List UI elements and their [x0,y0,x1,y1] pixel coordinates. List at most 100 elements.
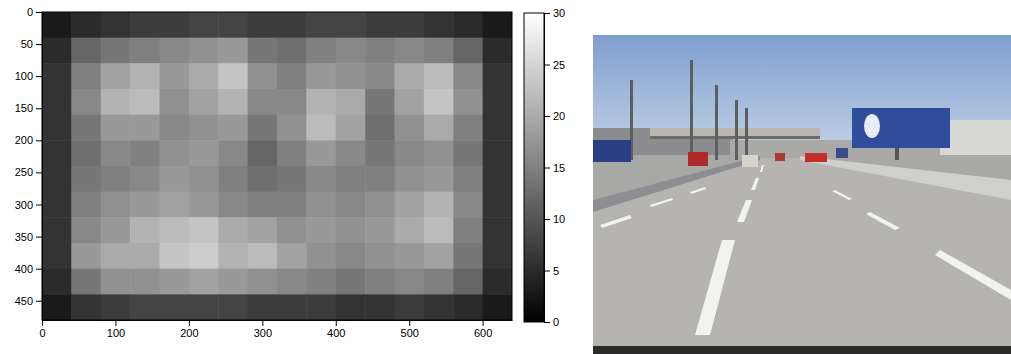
heatmap-cell [483,294,512,320]
heatmap-cell [71,89,101,115]
heatmap-cell [306,243,336,269]
lane-marking [650,198,673,207]
y-tick-label: 0 [27,6,33,18]
colorbar [524,13,544,322]
car [775,153,785,161]
heatmap-cell [336,140,366,166]
x-tick-label: 100 [107,327,125,339]
heatmap-cell [306,38,336,64]
x-tick: 200 [180,320,198,339]
heatmap-cell [248,63,278,89]
heatmap-cell [277,217,307,243]
x-tick-label: 300 [254,327,272,339]
y-tick-mark [36,237,42,238]
heatmap-cell [218,12,248,38]
heatmap-cell [218,243,248,269]
heatmap-cell [336,115,366,141]
heatmap-cell [277,166,307,192]
heatmap-cell [365,89,395,115]
x-tick-label: 400 [327,327,345,339]
heatmap-cell [277,115,307,141]
heatmap-cell [130,294,160,320]
heatmap-cell [365,38,395,64]
ground [593,155,1011,354]
colorbar-tick-mark [544,168,550,169]
heatmap-cell [306,140,336,166]
heatmap-cell [453,89,483,115]
colorbar-tick-label: 0 [553,316,559,328]
heatmap-cell [189,89,219,115]
heatmap-cell [130,89,160,115]
heatmap-cell [101,243,131,269]
heatmap-cell [395,217,425,243]
heatmap-cell [189,63,219,89]
pole [690,60,693,160]
heatmap-cell [365,294,395,320]
x-tick-mark [115,320,116,326]
colorbar-tick-mark [544,65,550,66]
heatmap-cell [71,63,101,89]
heatmap-cell [483,63,512,89]
heatmap-cell [365,63,395,89]
heatmap-cell [395,166,425,192]
heatmap-cell [42,89,72,115]
colorbar-tick: 15 [544,162,565,174]
lane-marking [695,240,735,335]
heatmap-cell [277,294,307,320]
heatmap-cell [277,89,307,115]
heatmap-cell [189,294,219,320]
car [805,153,827,162]
heatmap-cell [365,12,395,38]
lane-marking [832,190,852,200]
heatmap-cell [189,140,219,166]
heatmap-cell [306,294,336,320]
heatmap-cell [453,269,483,295]
heatmap-cell [483,243,512,269]
lane-marking [600,215,632,228]
heatmap-cell [424,243,454,269]
x-tick: 400 [327,320,345,339]
heatmap-cell [160,38,190,64]
heatmap-cell [160,12,190,38]
heatmap-cell [160,269,190,295]
x-tick-mark [409,320,410,326]
colorbar-tick-mark [544,13,550,14]
heatmap-cell [483,12,512,38]
y-tick-label: 100 [15,70,33,82]
heatmap-cell [218,38,248,64]
heatmap-cell [71,217,101,243]
heatmap-cell [42,12,72,38]
heatmap-cell [395,269,425,295]
y-tick: 350 [15,231,42,243]
heatmap-cell [189,192,219,218]
heatmap-cell [42,63,72,89]
heatmap-cell [160,192,190,218]
heatmap-cell [160,294,190,320]
heatmap-cell [101,89,131,115]
heatmap-cell [71,140,101,166]
heatmap-cell [71,243,101,269]
heatmap-cell [71,115,101,141]
heatmap-cell [248,269,278,295]
heatmap-cell [130,217,160,243]
heatmap-cell [277,63,307,89]
heatmap-cell [248,166,278,192]
heatmap-cell [395,192,425,218]
colorbar-tick: 0 [544,316,559,328]
heatmap-cell [160,115,190,141]
heatmap-cell [218,192,248,218]
heatmap-cell [336,63,366,89]
y-tick-label: 450 [15,295,33,307]
heatmap-cell [424,166,454,192]
heatmap-cell [248,115,278,141]
heatmap-cell [336,89,366,115]
heatmap-cell [42,294,72,320]
y-tick: 300 [15,199,42,211]
heatmap-cell [130,63,160,89]
heatmap-cell [101,115,131,141]
y-tick: 250 [15,166,42,178]
heatmap-cell [453,115,483,141]
heatmap-cell [248,12,278,38]
y-tick-label: 250 [15,166,33,178]
sign [593,140,631,162]
